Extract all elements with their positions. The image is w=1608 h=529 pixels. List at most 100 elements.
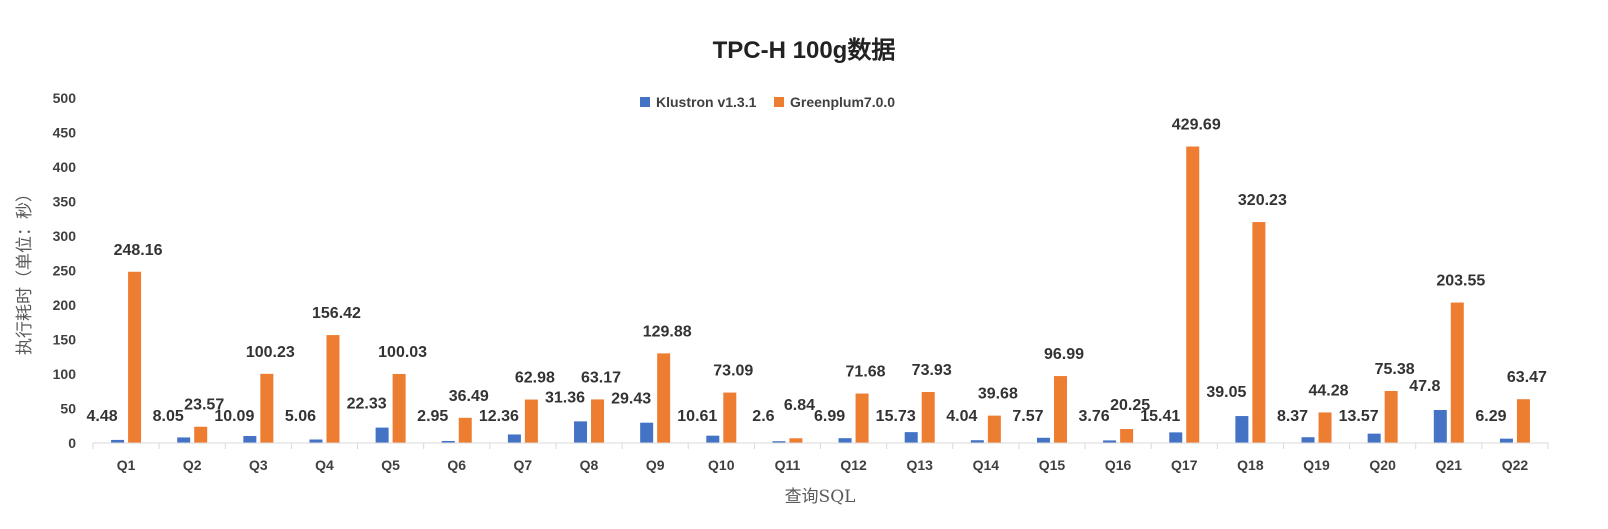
y-tick-label: 150 xyxy=(53,332,77,348)
data-label-klustron: 15.41 xyxy=(1140,408,1180,425)
y-axis-label: 执行耗时（单位：秒） xyxy=(15,185,35,355)
data-label-greenplum: 96.99 xyxy=(1044,346,1084,363)
x-tick-label: Q20 xyxy=(1369,457,1396,473)
data-label-klustron: 4.48 xyxy=(86,408,117,425)
data-label-klustron: 22.33 xyxy=(347,396,387,413)
data-label-greenplum: 6.84 xyxy=(784,397,815,414)
bar-klustron xyxy=(1036,437,1050,443)
bar-greenplum xyxy=(591,399,605,443)
bar-klustron xyxy=(1433,410,1447,443)
x-tick-label: Q6 xyxy=(447,457,466,473)
data-label-greenplum: 73.93 xyxy=(912,362,952,379)
data-label-klustron: 10.61 xyxy=(677,408,717,425)
data-label-klustron: 3.76 xyxy=(1079,408,1110,425)
bar-greenplum xyxy=(1450,302,1464,443)
data-label-klustron: 13.57 xyxy=(1339,408,1379,425)
x-tick-label: Q4 xyxy=(315,457,334,473)
bar-klustron xyxy=(507,434,521,443)
x-tick-label: Q1 xyxy=(117,457,136,473)
bar-klustron xyxy=(375,427,389,443)
bar-klustron xyxy=(1235,416,1249,443)
data-label-greenplum: 62.98 xyxy=(515,370,555,387)
bar-klustron xyxy=(441,440,455,443)
bar-klustron xyxy=(243,436,257,443)
bar-klustron xyxy=(1499,438,1513,443)
bar-klustron xyxy=(1103,440,1117,443)
data-label-greenplum: 129.88 xyxy=(643,323,692,340)
y-tick-label: 100 xyxy=(53,366,77,382)
x-tick-label: Q13 xyxy=(906,457,933,473)
data-label-greenplum: 44.28 xyxy=(1308,382,1348,399)
bar-klustron xyxy=(111,439,125,443)
legend-label-greenplum: Greenplum7.0.0 xyxy=(790,94,895,110)
data-label-klustron: 29.43 xyxy=(611,391,651,408)
data-label-klustron: 2.95 xyxy=(417,408,448,425)
x-tick-label: Q19 xyxy=(1303,457,1330,473)
bar-greenplum xyxy=(260,373,274,443)
legend-label-klustron: Klustron v1.3.1 xyxy=(656,94,757,110)
y-tick-label: 0 xyxy=(68,435,76,451)
data-label-klustron: 4.04 xyxy=(946,408,977,425)
bar-greenplum xyxy=(524,399,538,443)
bar-greenplum xyxy=(392,373,406,443)
data-label-greenplum: 429.69 xyxy=(1172,117,1221,134)
data-label-klustron: 5.06 xyxy=(285,408,316,425)
bar-greenplum xyxy=(855,393,869,443)
data-label-greenplum: 63.17 xyxy=(581,369,621,386)
data-label-greenplum: 23.57 xyxy=(184,397,224,414)
data-label-greenplum: 320.23 xyxy=(1238,192,1287,209)
data-label-klustron: 10.09 xyxy=(214,408,254,425)
x-tick-label: Q9 xyxy=(646,457,665,473)
bar-greenplum xyxy=(921,391,935,443)
bar-klustron xyxy=(1169,432,1183,443)
bar-greenplum xyxy=(1186,146,1200,443)
data-label-klustron: 39.05 xyxy=(1206,384,1246,401)
data-label-greenplum: 63.47 xyxy=(1507,369,1547,386)
bar-greenplum xyxy=(723,392,737,443)
data-label-greenplum: 39.68 xyxy=(978,386,1018,403)
bar-greenplum xyxy=(194,426,208,443)
bar-greenplum xyxy=(1120,429,1134,443)
bar-klustron xyxy=(772,441,786,443)
x-axis-ticks: Q1 Q2 Q3 Q4 Q5 Q6 Q7 Q8 Q9 Q10 Q11 Q12 Q13 Q14 Q15 Q16 Q… xyxy=(92,443,1549,473)
bar-greenplum xyxy=(1252,222,1266,443)
x-axis-label: 查询SQL xyxy=(785,487,856,507)
data-label-klustron: 6.99 xyxy=(814,408,845,425)
bar-klustron xyxy=(574,421,588,443)
data-label-greenplum: 100.23 xyxy=(246,344,295,361)
bar-klustron xyxy=(309,439,323,443)
data-label-klustron: 31.36 xyxy=(545,389,585,406)
y-tick-label: 450 xyxy=(53,125,77,141)
y-tick-label: 350 xyxy=(53,194,77,210)
bar-klustron xyxy=(640,422,654,443)
data-label-greenplum: 248.16 xyxy=(114,242,163,259)
data-label-klustron: 8.05 xyxy=(153,408,184,425)
bar-greenplum xyxy=(128,271,142,443)
bars-group xyxy=(111,146,1530,443)
bar-greenplum xyxy=(657,353,671,443)
x-tick-label: Q16 xyxy=(1105,457,1132,473)
data-label-klustron: 15.73 xyxy=(876,408,916,425)
bar-klustron xyxy=(970,440,984,443)
y-tick-label: 300 xyxy=(53,228,77,244)
data-label-greenplum: 73.09 xyxy=(713,363,753,380)
data-label-greenplum: 71.68 xyxy=(846,364,886,381)
legend-swatch-greenplum xyxy=(774,97,784,107)
bar-greenplum xyxy=(1384,390,1398,443)
x-tick-label: Q2 xyxy=(183,457,202,473)
bar-klustron xyxy=(706,435,720,443)
data-label-greenplum: 75.38 xyxy=(1375,361,1415,378)
bar-klustron xyxy=(1301,437,1315,443)
data-label-klustron: 8.37 xyxy=(1277,408,1308,425)
legend-swatch-klustron xyxy=(640,97,650,107)
data-label-klustron: 6.29 xyxy=(1475,408,1506,425)
x-tick-label: Q15 xyxy=(1039,457,1066,473)
y-tick-label: 50 xyxy=(60,401,76,417)
x-tick-label: Q22 xyxy=(1502,457,1529,473)
x-tick-label: Q8 xyxy=(580,457,599,473)
x-tick-label: Q17 xyxy=(1171,457,1198,473)
data-label-greenplum: 36.49 xyxy=(449,388,489,405)
data-label-klustron: 7.57 xyxy=(1012,408,1043,425)
